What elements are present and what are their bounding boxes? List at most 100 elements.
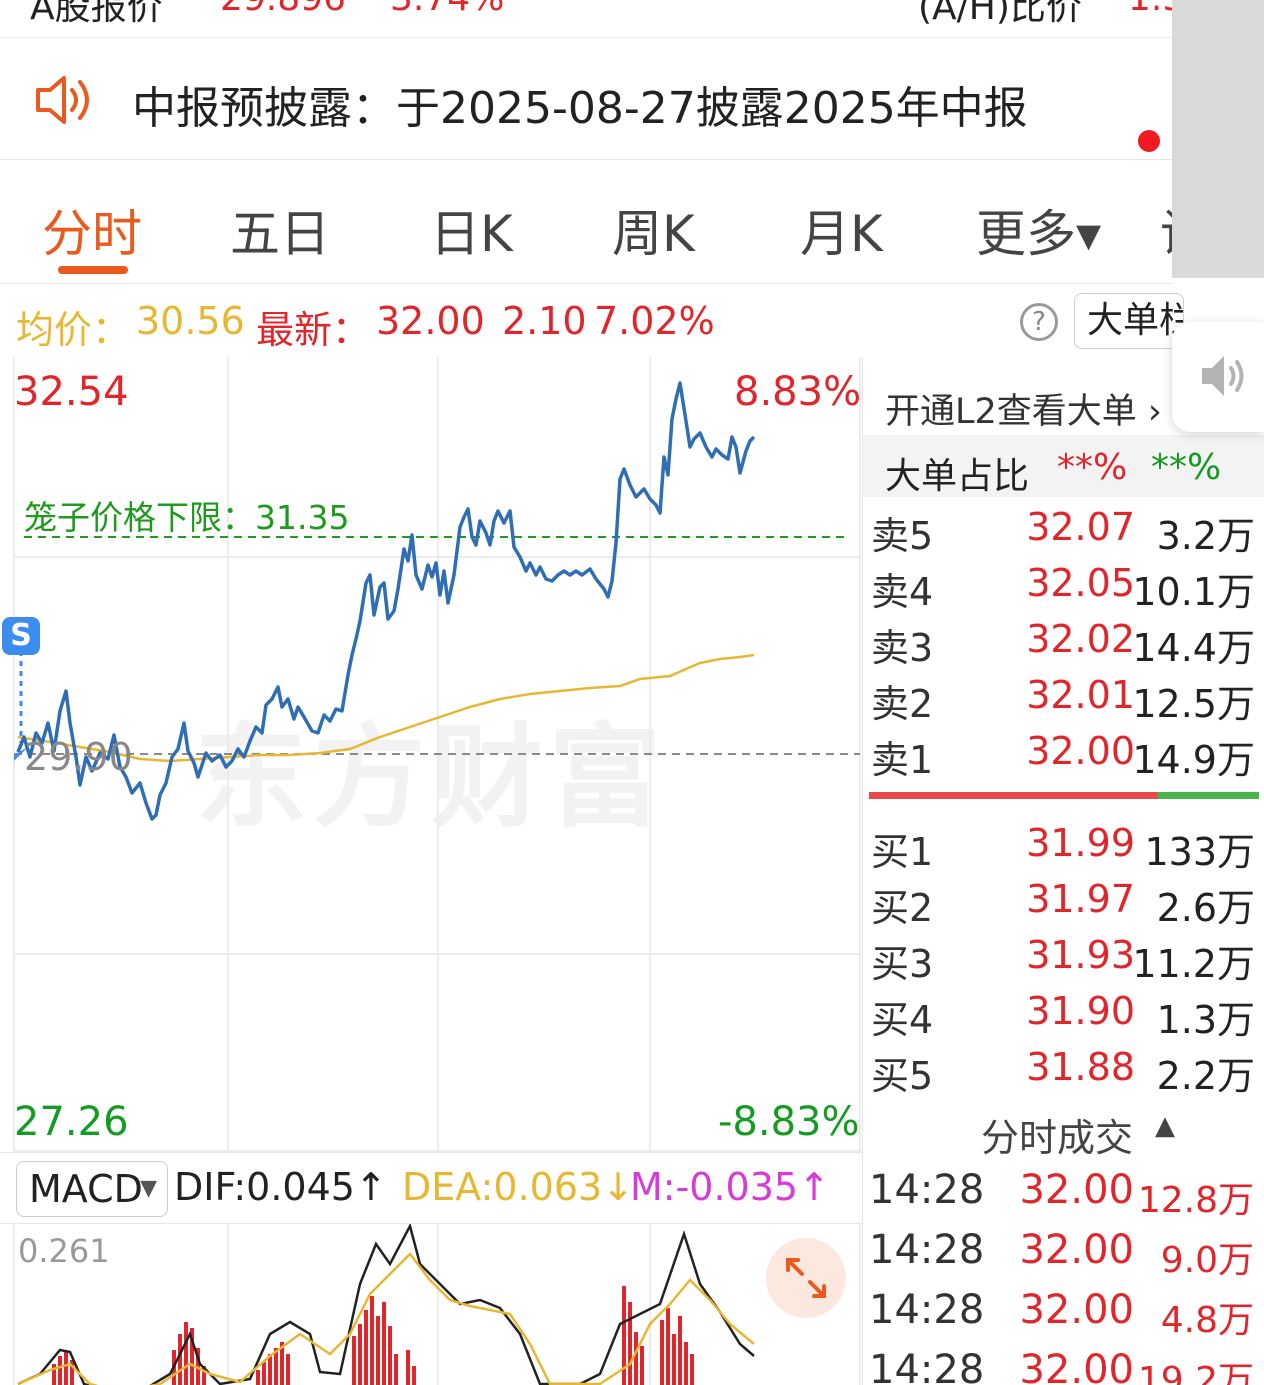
quote-strip: A股报价 29.896 3.74% (A/H)比价 1.5: [0, 0, 1172, 38]
trade-row: 14:28 32.00 12.8万: [862, 1163, 1264, 1223]
ah-ratio-label: (A/H)比价: [918, 0, 1082, 28]
intraday-chart[interactable]: 东方财富 32.54 8.83% 笼子价格下限：31.35 S 29.90 27…: [0, 357, 862, 1152]
trades-header[interactable]: 分时成交 ▲: [862, 1093, 1264, 1163]
ask-volume: 14.4万: [1132, 626, 1255, 670]
ask-label: 卖1: [871, 738, 934, 782]
ratio-sell: **%: [1151, 447, 1222, 488]
bid-label: 买3: [871, 942, 934, 986]
change-pct: 7.02%: [594, 299, 715, 343]
ask-label: 卖4: [871, 570, 934, 614]
trade-time: 14:28: [869, 1167, 985, 1213]
trade-price: 32.00: [1019, 1347, 1134, 1385]
caret-up-icon: ▲: [1155, 1111, 1175, 1141]
trade-price: 32.00: [1019, 1167, 1134, 1213]
latest-label: 最新：: [256, 308, 371, 352]
period-tabs: 分时 五日 日K 周K 月K 更多▾ 设: [0, 162, 1210, 284]
trade-row: 14:28 32.00 4.8万: [862, 1283, 1264, 1343]
trade-time: 14:28: [869, 1227, 985, 1273]
bid-volume: 1.3万: [1156, 998, 1255, 1042]
bid-row: 买5 31.88 2.2万: [863, 1041, 1264, 1098]
s-badge-icon[interactable]: S: [2, 617, 40, 655]
tab-monthly-k[interactable]: 月K: [800, 205, 883, 263]
ask-price: 32.05: [1026, 561, 1135, 605]
ask-price: 32.00: [1026, 729, 1135, 773]
ask-label: 卖2: [871, 682, 934, 726]
bid-label: 买1: [871, 830, 934, 874]
bid-volume: 133万: [1144, 830, 1255, 874]
ask-row: 卖2 32.01 12.5万: [863, 669, 1264, 726]
tab-weekly-k[interactable]: 周K: [612, 205, 695, 263]
ask-row: 卖4 32.05 10.1万: [863, 557, 1264, 614]
bid-row: 买2 31.97 2.6万: [863, 873, 1264, 930]
ask-price: 32.07: [1026, 505, 1135, 549]
bid-row: 买4 31.90 1.3万: [863, 985, 1264, 1042]
trades-title: 分时成交: [981, 1116, 1134, 1160]
unread-dot: [1138, 130, 1160, 152]
ask-label: 卖3: [871, 626, 934, 670]
macd-max-label: 0.261: [18, 1232, 110, 1270]
notice-text: 中报预披露：于2025-08-27披露2025年中报: [132, 83, 1028, 134]
bid-volume: 11.2万: [1132, 942, 1255, 986]
bid-label: 买5: [871, 1054, 934, 1098]
macd-header: MACD ▼ DIF:0.045↑ DEA:0.063↓ M:-0.035↑: [0, 1152, 862, 1224]
trade-row: 14:28 32.00 19.2万: [862, 1343, 1264, 1385]
help-icon[interactable]: ?: [1020, 303, 1058, 341]
speaker-icon: [36, 76, 89, 124]
ask-price: 32.02: [1026, 617, 1135, 661]
trade-row: 14:28 32.00 9.0万: [862, 1223, 1264, 1283]
price-high-label: 32.54: [14, 369, 129, 415]
volume-icon: [1202, 356, 1244, 396]
tab-more[interactable]: 更多▾: [976, 205, 1102, 263]
trade-time: 14:28: [869, 1347, 985, 1385]
bid-row: 买3 31.93 11.2万: [863, 929, 1264, 986]
cage-price-label: 笼子价格下限：31.35: [24, 498, 350, 537]
ask-row: 卖3 32.02 14.4万: [863, 613, 1264, 670]
ask-volume: 3.2万: [1156, 514, 1255, 558]
volume-control[interactable]: [1172, 322, 1264, 432]
tab-daily-k[interactable]: 日K: [430, 205, 513, 263]
pct-low-label: -8.83%: [718, 1099, 860, 1145]
ask-volume: 12.5万: [1132, 682, 1255, 726]
macd-chart-svg: [13, 1224, 861, 1385]
ask-volume: 10.1万: [1132, 570, 1255, 614]
price-low-label: 27.26: [14, 1099, 129, 1145]
a-share-label: A股报价: [30, 0, 163, 28]
quote-bar: 均价： 30.56 最新： 32.00 2.10 7.02% ? 大单栏: [0, 285, 1264, 357]
caret-down-icon: ▼: [140, 1176, 157, 1201]
l2-upgrade-link[interactable]: 开通L2查看大单 ›: [885, 392, 1162, 432]
ah-ratio-value: 1.5: [1128, 0, 1172, 19]
trade-volume: 4.8万: [1160, 1300, 1254, 1341]
intraday-chart-svg: [13, 357, 861, 1152]
ratio-label: 大单占比: [885, 456, 1030, 497]
trade-volume: 19.2万: [1137, 1360, 1254, 1385]
ratio-buy: **%: [1057, 447, 1128, 488]
trade-time: 14:28: [869, 1287, 985, 1333]
macd-dea: DEA:0.063↓: [402, 1165, 635, 1209]
trade-price: 32.00: [1019, 1227, 1134, 1273]
tab-active-indicator: [58, 266, 128, 274]
pre-close-label: 29.90: [24, 735, 133, 779]
pct-high-label: 8.83%: [734, 369, 862, 415]
indicator-select[interactable]: MACD ▼: [16, 1161, 168, 1217]
a-share-pct: 3.74%: [390, 0, 504, 19]
a-share-value: 29.896: [220, 0, 346, 19]
tab-intraday[interactable]: 分时: [42, 205, 142, 263]
trade-price: 32.00: [1019, 1287, 1134, 1333]
macd-m: M:-0.035↑: [630, 1165, 830, 1209]
bid-price: 31.88: [1026, 1045, 1135, 1089]
bid-volume: 2.6万: [1156, 886, 1255, 930]
watermark: 东方财富: [195, 713, 667, 843]
avg-label: 均价：: [16, 308, 131, 352]
scrollbar[interactable]: [1172, 0, 1264, 278]
big-order-button[interactable]: 大单栏: [1074, 293, 1184, 349]
macd-chart[interactable]: 0.261: [0, 1224, 862, 1385]
buy-sell-ratio-bar: [869, 792, 1259, 799]
latest-value: 32.00: [376, 299, 485, 343]
change-value: 2.10: [502, 299, 587, 343]
expand-button[interactable]: [766, 1238, 846, 1318]
ask-row: 卖1 32.00 14.9万: [863, 725, 1264, 782]
tab-five-day[interactable]: 五日: [230, 205, 330, 263]
trade-volume: 12.8万: [1137, 1180, 1254, 1221]
order-book: 开通L2查看大单 › 大单占比 **% **% 卖5 32.07 3.2万 卖4…: [862, 357, 1264, 1098]
report-notice[interactable]: 中报预披露：于2025-08-27披露2025年中报: [0, 40, 1172, 160]
